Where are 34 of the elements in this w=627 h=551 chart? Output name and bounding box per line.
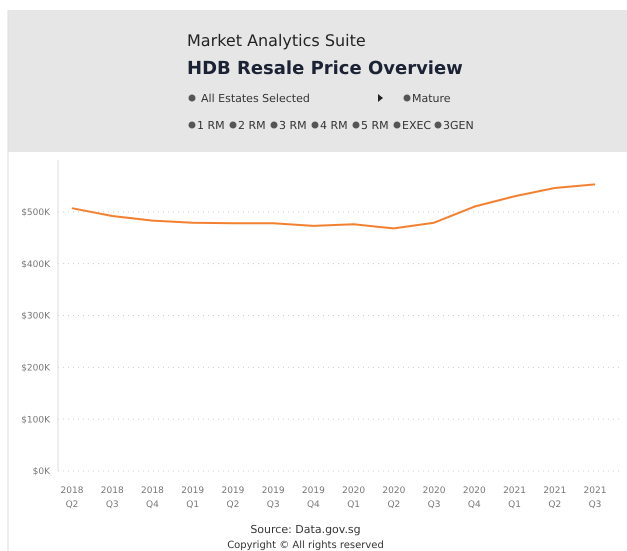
line-series [71, 183, 596, 230]
x-tick-label: 2019 Q1 [181, 486, 204, 510]
x-tick-label: 2018 Q4 [141, 486, 164, 510]
chart-subtitle: Market Analytics Suite [187, 31, 366, 50]
text: 5 RM [361, 119, 389, 132]
x-tick-label: 2020 Q3 [422, 486, 446, 510]
y-tick-label: $200K [21, 363, 52, 374]
x-tick-label: 2019 Q2 [221, 486, 245, 510]
x-tick-label: 2021 Q3 [584, 486, 606, 510]
x-tick-label: 2019 Q3 [262, 486, 285, 510]
x-tick-label: 2018 Q2 [60, 486, 84, 510]
y-tick-label: $300K [21, 312, 52, 322]
chart-title: HDB Resale Price Overview [187, 58, 463, 79]
text: 2 RM [238, 119, 266, 132]
text: 1 RM [197, 119, 225, 132]
y-tick-label: $0K [32, 467, 52, 478]
y-tick-label: $400K [21, 260, 52, 270]
text: 4 RM [320, 119, 348, 132]
x-tick-label: 2019 Q4 [302, 486, 326, 510]
text: Copyright © All rights reserved [227, 540, 384, 551]
x-tick-label: 2021 Q2 [543, 486, 566, 510]
x-tick-label: 2020 Q2 [382, 486, 406, 510]
x-tick-label: 2018 Q3 [100, 486, 124, 510]
text: Mature [412, 92, 451, 105]
x-tick-label: 2021 Q1 [503, 486, 526, 510]
x-tick-label: 2020 Q1 [342, 486, 366, 510]
y-tick-label: $500K [21, 208, 52, 218]
source-note: Source: Data.gov.sg [250, 523, 361, 536]
text: 3GEN [443, 119, 474, 132]
x-tick-label: 2020 Q4 [462, 486, 486, 510]
y-tick-label: $100K [21, 415, 52, 426]
text: EXEC [402, 119, 432, 132]
text: All Estates Selected [201, 92, 310, 105]
text: 3 RM [279, 119, 307, 132]
